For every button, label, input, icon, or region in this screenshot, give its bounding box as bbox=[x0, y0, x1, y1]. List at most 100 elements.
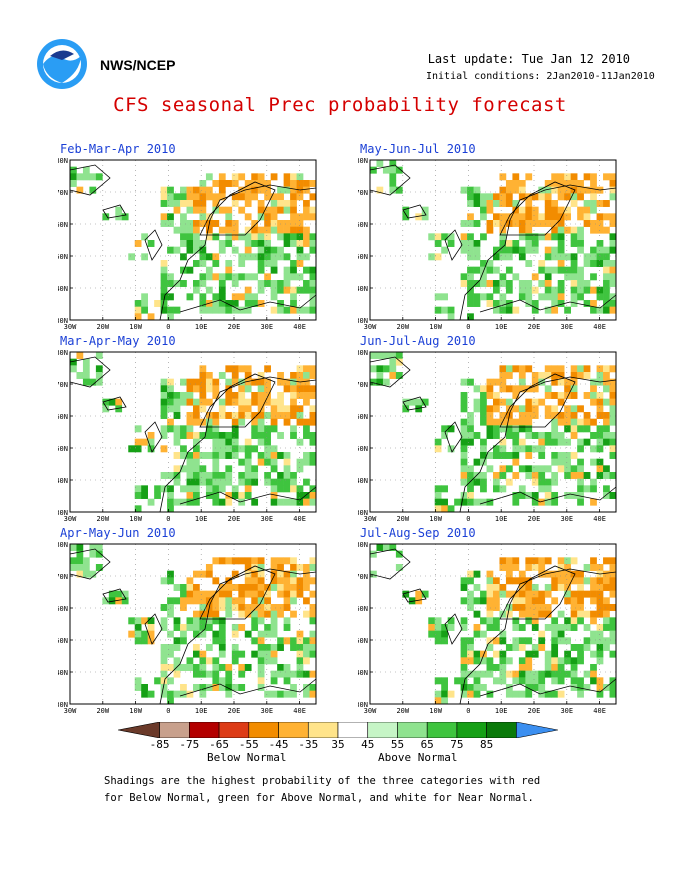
lat-tick-label: 40N bbox=[58, 477, 68, 485]
lon-tick-label: 30W bbox=[64, 515, 77, 523]
colorbar-label: 45 bbox=[361, 738, 375, 751]
lon-tick-label: 10W bbox=[429, 707, 442, 715]
map-panel: May-Jun-Jul 2010 80N 70N 60N 50N 40N 30N30W 20… bbox=[358, 142, 648, 334]
precip-map: 80N 70N 60N 50N 40N 30N30W 20W 10W 0 10E 20E 30E 40E bbox=[358, 541, 617, 715]
lon-tick-label: 10W bbox=[429, 515, 442, 523]
lon-tick-label: 40E bbox=[593, 515, 606, 523]
gridlines bbox=[370, 352, 616, 512]
colorbar-label: -35 bbox=[298, 738, 319, 751]
above-normal-label: Above Normal bbox=[378, 751, 458, 764]
map-frame bbox=[69, 159, 317, 321]
lon-tick-label: 10W bbox=[129, 707, 142, 715]
lon-tick-label: 0 bbox=[466, 707, 470, 715]
lat-tick-label: 80N bbox=[58, 349, 68, 357]
lat-tick-label: 60N bbox=[358, 605, 368, 613]
colorbar-label: 85 bbox=[480, 738, 494, 751]
panel-title: Jun-Jul-Aug 2010 bbox=[360, 334, 476, 348]
map-frame bbox=[369, 351, 617, 513]
initial-conditions: Initial conditions: 2Jan2010-11Jan2010 bbox=[426, 71, 655, 82]
below-normal-label: Below Normal bbox=[207, 751, 287, 764]
lat-tick-label: 30N bbox=[58, 317, 68, 325]
org-name: NWS/NCEP bbox=[100, 57, 176, 73]
lon-tick-label: 40E bbox=[293, 707, 306, 715]
lat-tick-label: 70N bbox=[358, 189, 368, 197]
lon-tick-label: 0 bbox=[466, 515, 470, 523]
footnote-line-2: for Below Normal, green for Above Normal… bbox=[104, 792, 534, 804]
lon-tick-label: 0 bbox=[466, 323, 470, 331]
colorbar bbox=[118, 722, 558, 738]
lat-tick-label: 30N bbox=[358, 509, 368, 517]
lat-tick-label: 40N bbox=[358, 669, 368, 677]
lat-tick-label: 70N bbox=[58, 381, 68, 389]
lat-tick-label: 80N bbox=[358, 157, 368, 165]
precip-map: 80N 70N 60N 50N 40N 30N30W 20W 10W 0 10E 20E 30E 40E bbox=[58, 157, 317, 331]
map-frame bbox=[69, 351, 317, 513]
lon-tick-label: 10E bbox=[195, 323, 208, 331]
lon-tick-label: 20E bbox=[228, 323, 241, 331]
lon-tick-label: 40E bbox=[593, 707, 606, 715]
lon-tick-label: 10E bbox=[495, 515, 508, 523]
colorbar-label: -65 bbox=[209, 738, 230, 751]
lon-tick-label: 40E bbox=[293, 515, 306, 523]
lat-tick-label: 40N bbox=[358, 285, 368, 293]
footnote: Shadings are the highest probability of … bbox=[104, 773, 540, 807]
lon-tick-label: 30W bbox=[364, 323, 377, 331]
colorbar-label: -55 bbox=[238, 738, 259, 751]
map-panel: Jul-Aug-Sep 2010 80N 70N 60N 50N 40N 30N30W 20… bbox=[358, 526, 648, 718]
footnote-line-1: Shadings are the highest probability of … bbox=[104, 775, 541, 787]
lon-tick-label: 30W bbox=[64, 707, 77, 715]
shading-cells bbox=[370, 160, 617, 321]
lat-tick-label: 30N bbox=[58, 701, 68, 709]
lon-tick-label: 20E bbox=[228, 707, 241, 715]
map-frame bbox=[369, 543, 617, 705]
colorbar-label: 75 bbox=[450, 738, 464, 751]
lon-tick-label: 20E bbox=[228, 515, 241, 523]
lon-tick-label: 20E bbox=[528, 515, 541, 523]
colorbar-label: -75 bbox=[179, 738, 200, 751]
shading-cells bbox=[370, 352, 617, 513]
lon-tick-label: 30E bbox=[260, 323, 273, 331]
map-panel: Feb-Mar-Apr 2010 80N 70N 60N 50N 40N 30N30W 20… bbox=[58, 142, 348, 334]
lat-tick-label: 50N bbox=[58, 253, 68, 261]
colorbar-swatch bbox=[337, 722, 369, 738]
gridlines bbox=[70, 160, 316, 320]
lon-tick-label: 30E bbox=[560, 515, 573, 523]
shading-cells bbox=[70, 166, 317, 321]
lat-tick-label: 30N bbox=[58, 509, 68, 517]
lon-tick-label: 20W bbox=[396, 323, 409, 331]
lat-tick-label: 30N bbox=[358, 317, 368, 325]
lon-tick-label: 10E bbox=[495, 323, 508, 331]
lon-tick-label: 10E bbox=[195, 515, 208, 523]
colorbar-label: -85 bbox=[149, 738, 170, 751]
shading-cells bbox=[370, 544, 617, 705]
coastlines bbox=[369, 356, 617, 513]
lon-tick-label: 10W bbox=[129, 323, 142, 331]
lat-tick-label: 80N bbox=[58, 541, 68, 549]
colorbar-swatch bbox=[189, 722, 220, 738]
lon-tick-label: 0 bbox=[166, 323, 170, 331]
lat-tick-label: 50N bbox=[58, 637, 68, 645]
lon-tick-label: 20W bbox=[96, 707, 109, 715]
lat-tick-label: 60N bbox=[358, 413, 368, 421]
gridlines bbox=[70, 352, 316, 512]
lon-tick-label: 40E bbox=[593, 323, 606, 331]
lat-tick-label: 60N bbox=[58, 605, 68, 613]
coastlines bbox=[69, 356, 317, 513]
lon-tick-label: 30E bbox=[560, 323, 573, 331]
lat-tick-label: 80N bbox=[58, 157, 68, 165]
colorbar-swatch bbox=[248, 722, 279, 738]
lat-tick-label: 50N bbox=[358, 253, 368, 261]
coastlines bbox=[369, 164, 617, 321]
page-title: CFS seasonal Prec probability forecast bbox=[113, 94, 567, 116]
lon-tick-label: 0 bbox=[166, 707, 170, 715]
gridlines bbox=[370, 160, 616, 320]
colorbar-label: 35 bbox=[331, 738, 345, 751]
lon-tick-label: 40E bbox=[293, 323, 306, 331]
coastlines bbox=[69, 548, 317, 705]
lon-tick-label: 30E bbox=[260, 515, 273, 523]
lon-tick-label: 20W bbox=[96, 323, 109, 331]
lon-tick-label: 30W bbox=[364, 515, 377, 523]
panel-title: Apr-May-Jun 2010 bbox=[60, 526, 176, 540]
lat-tick-label: 70N bbox=[358, 381, 368, 389]
lon-tick-label: 30W bbox=[364, 707, 377, 715]
